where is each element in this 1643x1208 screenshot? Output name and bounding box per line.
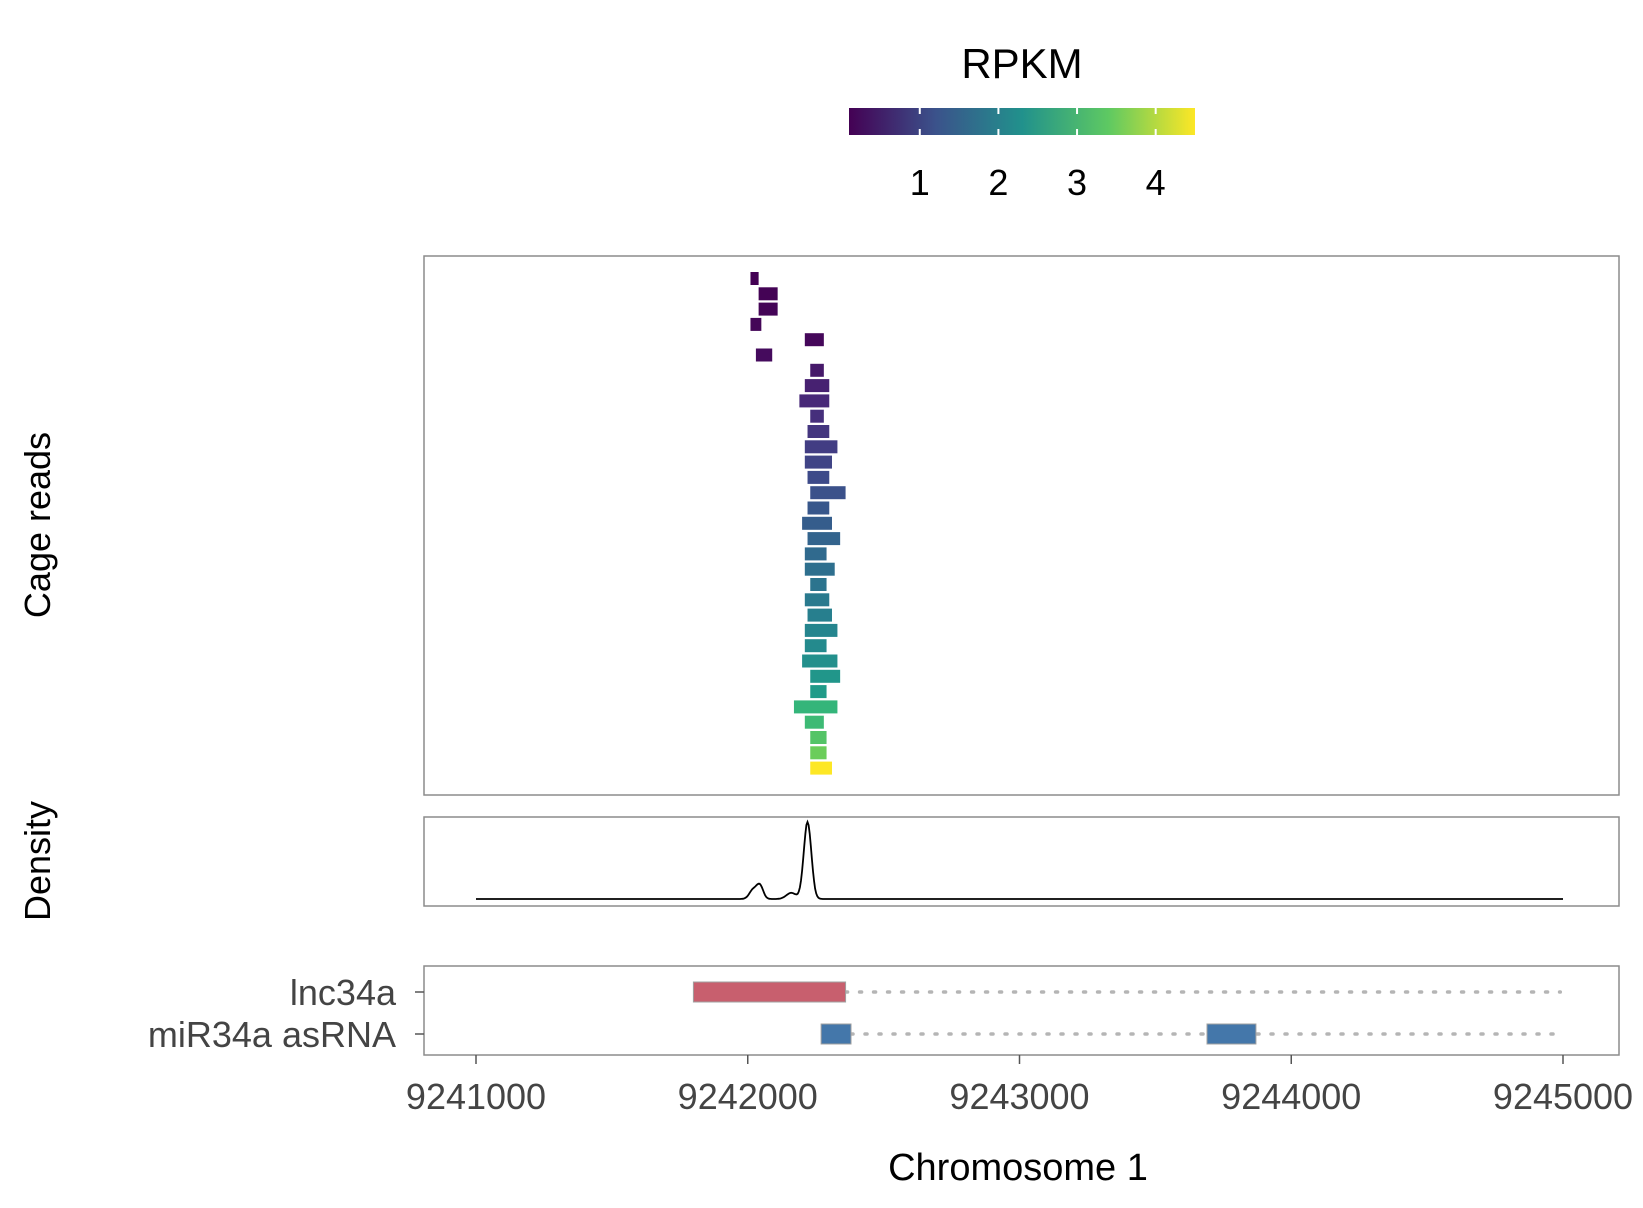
density-panel: Density bbox=[17, 801, 1620, 921]
read-bar bbox=[810, 761, 832, 775]
read-bar bbox=[750, 317, 762, 331]
read-bar bbox=[758, 287, 778, 301]
read-bar bbox=[804, 593, 830, 607]
read-bar bbox=[804, 623, 838, 637]
read-bar bbox=[804, 547, 827, 561]
read-bar bbox=[810, 363, 824, 377]
legend-tick-label: 1 bbox=[910, 162, 930, 203]
read-bar bbox=[807, 425, 830, 438]
read-bar bbox=[807, 608, 832, 622]
transcript-exon bbox=[692, 981, 847, 1003]
read-bar bbox=[804, 455, 832, 469]
read-bar bbox=[804, 333, 824, 347]
legend-ticks: 1 2 3 4 bbox=[910, 108, 1166, 203]
read-bar bbox=[755, 348, 773, 362]
read-bar bbox=[804, 715, 824, 729]
transcript-exon bbox=[1206, 1023, 1257, 1045]
x-axis-ticks: 9241000 9242000 9243000 9244000 9245000 bbox=[406, 1055, 1633, 1117]
x-tick-label: 9244000 bbox=[1221, 1076, 1361, 1117]
read-bar bbox=[804, 440, 838, 454]
transcripts-panel-frame bbox=[423, 965, 1620, 1056]
reads-panel-frame bbox=[423, 255, 1620, 796]
read-bar bbox=[804, 639, 827, 653]
read-bar bbox=[802, 654, 838, 668]
density-panel-frame bbox=[423, 816, 1620, 907]
read-bar bbox=[810, 669, 841, 683]
reads-bars bbox=[750, 272, 846, 775]
rpkm-legend: RPKM 1 2 3 4 bbox=[849, 40, 1195, 203]
read-bar bbox=[810, 685, 827, 699]
x-axis-label: Chromosome 1 bbox=[888, 1147, 1148, 1189]
read-bar bbox=[810, 746, 827, 760]
read-bar bbox=[807, 470, 830, 484]
x-tick-label: 9242000 bbox=[678, 1076, 818, 1117]
read-bar bbox=[810, 409, 824, 423]
x-tick-label: 9245000 bbox=[1493, 1076, 1633, 1117]
read-bar bbox=[810, 486, 846, 500]
read-bar bbox=[799, 394, 830, 408]
read-bar bbox=[750, 272, 759, 285]
transcript-label: lnc34a bbox=[290, 972, 397, 1013]
read-bar bbox=[758, 302, 778, 316]
transcript-label: miR34a asRNA bbox=[148, 1014, 396, 1055]
density-ylabel: Density bbox=[17, 801, 58, 921]
x-tick-label: 9241000 bbox=[406, 1076, 546, 1117]
legend-tick-label: 3 bbox=[1067, 162, 1087, 203]
read-bar bbox=[807, 501, 830, 515]
read-bar bbox=[810, 578, 827, 591]
reads-ylabel: Cage reads bbox=[17, 432, 58, 618]
density-curve bbox=[476, 819, 1563, 900]
transcript-tracks bbox=[692, 981, 1563, 1045]
legend-colorbar bbox=[849, 108, 1195, 135]
read-bar bbox=[807, 532, 841, 546]
read-bar bbox=[793, 700, 838, 714]
read-bar bbox=[810, 731, 827, 744]
legend-tick-label: 2 bbox=[988, 162, 1008, 203]
read-bar bbox=[804, 379, 830, 393]
cage-reads-panel: Cage reads bbox=[17, 255, 1620, 796]
read-bar bbox=[802, 516, 832, 530]
legend-tick-label: 4 bbox=[1146, 162, 1166, 203]
transcript-exon bbox=[820, 1023, 852, 1045]
x-tick-label: 9243000 bbox=[949, 1076, 1089, 1117]
read-bar bbox=[804, 562, 835, 576]
legend-title: RPKM bbox=[961, 40, 1082, 87]
x-axis: 9241000 9242000 9243000 9244000 9245000 Chro… bbox=[406, 1055, 1633, 1189]
